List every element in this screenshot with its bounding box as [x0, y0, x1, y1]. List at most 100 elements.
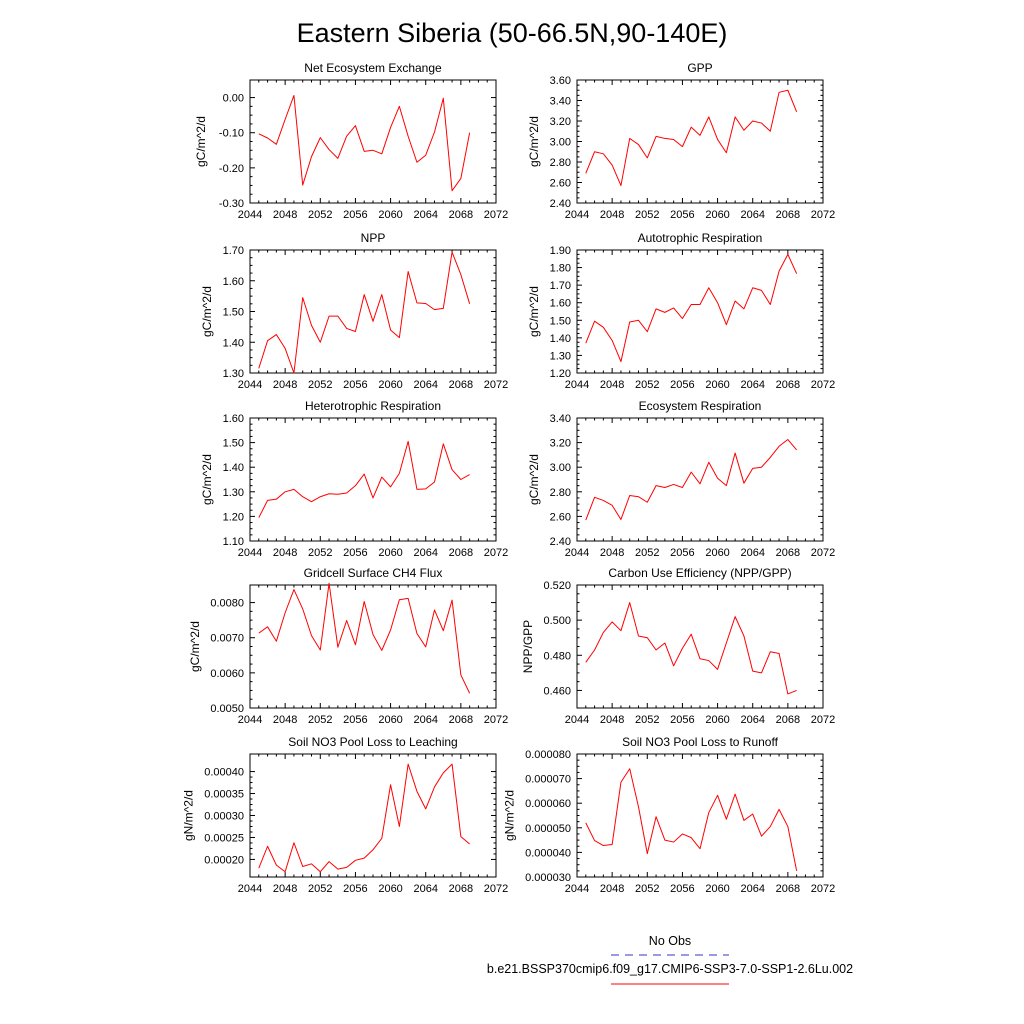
chart-autotrophic-respiration-y-tick-label: 1.20 — [550, 368, 571, 380]
chart-soil-no3-pool-loss-to-leaching-y-tick-label: 0.00030 — [204, 811, 244, 823]
chart-gridcell-surface-ch4-flux-y-tick-label: 0.0070 — [210, 633, 244, 645]
chart-ecosystem-respiration-x-tick-label: 2052 — [635, 547, 659, 559]
chart-heterotrophic-respiration-title: Heterotrophic Respiration — [305, 399, 441, 413]
chart-ecosystem-respiration-y-axis-label: gC/m^2/d — [527, 454, 541, 505]
chart-carbon-use-efficiency-npp-gpp-y-axis-label: NPP/GPP — [521, 620, 535, 673]
chart-heterotrophic-respiration-y-tick-label: 1.30 — [223, 487, 244, 499]
chart-npp-y-tick-label: 1.30 — [223, 368, 244, 380]
chart-gridcell-surface-ch4-flux-x-tick-label: 2064 — [413, 714, 437, 726]
chart-soil-no3-pool-loss-to-leaching-x-tick-label: 2044 — [238, 883, 262, 895]
chart-gridcell-surface-ch4-flux-x-tick-label: 2048 — [273, 714, 297, 726]
chart-soil-no3-pool-loss-to-leaching-series-line — [258, 763, 470, 873]
chart-heterotrophic-respiration-y-tick-label: 1.60 — [223, 413, 244, 425]
chart-net-ecosystem-exchange-y-tick-label: -0.10 — [219, 128, 244, 140]
chart-gridcell-surface-ch4-flux-y-tick-label: 0.0050 — [210, 703, 244, 715]
chart-ecosystem-respiration-frame — [576, 417, 824, 542]
chart-heterotrophic-respiration-y-tick-label: 1.10 — [223, 536, 244, 548]
chart-soil-no3-pool-loss-to-runoff-x-tick-label: 2048 — [600, 883, 624, 895]
chart-ecosystem-respiration-x-tick-label: 2048 — [600, 547, 624, 559]
chart-ecosystem-respiration-x-tick-label: 2044 — [565, 547, 589, 559]
chart-gpp-x-tick-label: 2048 — [600, 209, 624, 221]
chart-soil-no3-pool-loss-to-runoff-y-tick-label: 0.000060 — [525, 798, 571, 810]
chart-soil-no3-pool-loss-to-leaching-title: Soil NO3 Pool Loss to Leaching — [288, 735, 457, 749]
chart-soil-no3-pool-loss-to-runoff: Soil NO3 Pool Loss to Runoff 2044 2048 2052… — [502, 735, 835, 895]
chart-carbon-use-efficiency-npp-gpp-frame — [576, 584, 824, 709]
chart-autotrophic-respiration-x-tick-label: 2048 — [600, 379, 624, 391]
chart-carbon-use-efficiency-npp-gpp-x-tick-label: 2056 — [670, 714, 694, 726]
chart-soil-no3-pool-loss-to-leaching-x-tick-label: 2060 — [378, 883, 402, 895]
chart-carbon-use-efficiency-npp-gpp-title: Carbon Use Efficiency (NPP/GPP) — [608, 566, 791, 580]
chart-ecosystem-respiration-y-tick-label: 3.00 — [550, 462, 571, 474]
chart-soil-no3-pool-loss-to-leaching: Soil NO3 Pool Loss to Leaching 2044 2048 20… — [182, 735, 509, 895]
chart-gridcell-surface-ch4-flux-x-tick-label: 2044 — [238, 714, 262, 726]
chart-soil-no3-pool-loss-to-leaching-x-tick-label: 2056 — [343, 883, 367, 895]
chart-autotrophic-respiration-y-tick-label: 1.80 — [550, 263, 571, 275]
chart-npp-series-line — [258, 251, 471, 374]
chart-soil-no3-pool-loss-to-runoff-x-tick-label: 2072 — [811, 883, 835, 895]
chart-soil-no3-pool-loss-to-leaching-x-tick-label: 2068 — [449, 883, 473, 895]
chart-autotrophic-respiration-series-line — [585, 253, 798, 363]
chart-npp: NPP 2044 2048 2052 2056 2060 2064 2068 2072 1.30 1… — [200, 231, 508, 391]
chart-gpp-x-tick-label: 2072 — [811, 209, 835, 221]
chart-autotrophic-respiration-title: Autotrophic Respiration — [638, 231, 763, 245]
chart-carbon-use-efficiency-npp-gpp-y-tick-label: 0.480 — [543, 650, 571, 662]
chart-npp-x-tick-label: 2052 — [308, 379, 332, 391]
chart-ecosystem-respiration-y-tick-label: 3.20 — [550, 438, 571, 450]
chart-net-ecosystem-exchange-frame — [249, 79, 497, 204]
chart-soil-no3-pool-loss-to-leaching-x-tick-label: 2052 — [308, 883, 332, 895]
chart-ecosystem-respiration-x-tick-label: 2064 — [740, 547, 764, 559]
chart-npp-y-tick-label: 1.50 — [223, 307, 244, 319]
chart-gridcell-surface-ch4-flux-x-tick-label: 2072 — [484, 714, 508, 726]
chart-soil-no3-pool-loss-to-leaching-y-tick-label: 0.00025 — [204, 832, 244, 844]
chart-soil-no3-pool-loss-to-runoff-x-tick-label: 2044 — [565, 883, 589, 895]
chart-carbon-use-efficiency-npp-gpp-x-tick-label: 2064 — [740, 714, 764, 726]
chart-carbon-use-efficiency-npp-gpp-y-tick-label: 0.460 — [543, 685, 571, 697]
chart-autotrophic-respiration-x-tick-label: 2064 — [740, 379, 764, 391]
chart-gridcell-surface-ch4-flux-x-tick-label: 2056 — [343, 714, 367, 726]
chart-gridcell-surface-ch4-flux-series-line — [258, 582, 471, 694]
chart-npp-y-tick-label: 1.60 — [223, 276, 244, 288]
chart-net-ecosystem-exchange: Net Ecosystem Exchange 2044 2048 2052 2056 20… — [194, 61, 508, 221]
chart-autotrophic-respiration-x-tick-label: 2068 — [776, 379, 800, 391]
chart-npp-x-tick-label: 2060 — [378, 379, 402, 391]
chart-carbon-use-efficiency-npp-gpp-x-tick-label: 2060 — [705, 714, 729, 726]
chart-ecosystem-respiration-y-tick-label: 2.60 — [550, 511, 571, 523]
chart-npp-title: NPP — [361, 231, 386, 245]
chart-autotrophic-respiration-x-tick-label: 2052 — [635, 379, 659, 391]
chart-soil-no3-pool-loss-to-runoff-x-tick-label: 2056 — [670, 883, 694, 895]
chart-gridcell-surface-ch4-flux-x-tick-label: 2060 — [378, 714, 402, 726]
chart-ecosystem-respiration-y-tick-label: 2.80 — [550, 487, 571, 499]
chart-gpp-y-tick-label: 3.00 — [550, 137, 571, 149]
chart-gpp-y-tick-label: 3.20 — [550, 116, 571, 128]
chart-soil-no3-pool-loss-to-runoff-y-tick-label: 0.000030 — [525, 872, 571, 884]
chart-net-ecosystem-exchange-x-tick-label: 2068 — [449, 209, 473, 221]
chart-gridcell-surface-ch4-flux-frame — [249, 584, 497, 709]
chart-gridcell-surface-ch4-flux-y-tick-label: 0.0080 — [210, 598, 244, 610]
chart-soil-no3-pool-loss-to-runoff-x-tick-label: 2052 — [635, 883, 659, 895]
chart-net-ecosystem-exchange-y-tick-label: -0.20 — [219, 163, 244, 175]
chart-gpp-x-tick-label: 2060 — [705, 209, 729, 221]
chart-gridcell-surface-ch4-flux-y-axis-label: gC/m^2/d — [188, 621, 202, 672]
chart-net-ecosystem-exchange-x-tick-label: 2072 — [484, 209, 508, 221]
chart-autotrophic-respiration-y-axis-label: gC/m^2/d — [527, 286, 541, 337]
chart-heterotrophic-respiration-x-tick-label: 2044 — [238, 547, 262, 559]
chart-npp-x-tick-label: 2072 — [484, 379, 508, 391]
chart-ecosystem-respiration: Ecosystem Respiration 2044 2048 2052 2056 206… — [527, 399, 835, 559]
chart-ecosystem-respiration-x-tick-label: 2060 — [705, 547, 729, 559]
chart-gpp-y-axis-label: gC/m^2/d — [527, 116, 541, 167]
chart-soil-no3-pool-loss-to-leaching-y-tick-label: 0.00020 — [204, 854, 244, 866]
chart-npp-y-tick-label: 1.70 — [223, 245, 244, 257]
chart-heterotrophic-respiration-x-tick-label: 2060 — [378, 547, 402, 559]
chart-net-ecosystem-exchange-x-tick-label: 2056 — [343, 209, 367, 221]
chart-net-ecosystem-exchange-y-axis-label: gC/m^2/d — [194, 116, 208, 167]
chart-net-ecosystem-exchange-y-tick-label: 0.00 — [223, 93, 244, 105]
chart-panels: Net Ecosystem Exchange 2044 2048 2052 2056 20… — [182, 61, 836, 895]
chart-soil-no3-pool-loss-to-runoff-y-tick-label: 0.000050 — [525, 823, 571, 835]
chart-soil-no3-pool-loss-to-runoff-x-tick-label: 2060 — [705, 883, 729, 895]
chart-carbon-use-efficiency-npp-gpp-x-tick-label: 2044 — [565, 714, 589, 726]
chart-npp-x-tick-label: 2044 — [238, 379, 262, 391]
chart-gpp-series-line — [585, 89, 798, 187]
chart-net-ecosystem-exchange-x-tick-label: 2064 — [413, 209, 437, 221]
figure-title: Eastern Siberia (50-66.5N,90-140E) — [297, 18, 728, 48]
chart-gpp-x-tick-label: 2068 — [776, 209, 800, 221]
